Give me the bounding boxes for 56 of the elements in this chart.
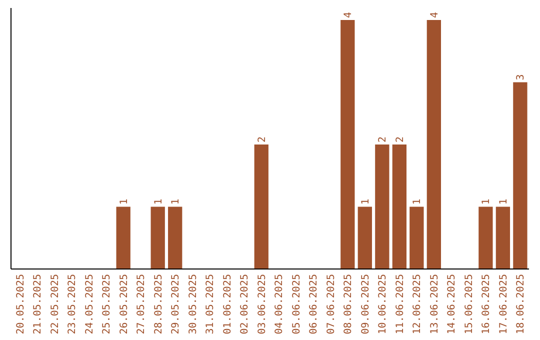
x-tick-label: 15.06.2025 — [464, 274, 475, 334]
x-tick-label: 03.06.2025 — [256, 274, 268, 334]
x-tick-label: 09.06.2025 — [360, 274, 372, 334]
x-tick-label: 17.06.2025 — [498, 274, 510, 334]
x-tick-label: 04.06.2025 — [274, 274, 286, 334]
data-label: 3 — [516, 74, 527, 80]
x-tick-label: 16.06.2025 — [481, 274, 492, 334]
x-tick-label: 29.05.2025 — [170, 274, 182, 334]
x-tick-label: 30.05.2025 — [188, 274, 199, 334]
x-tick-label: 26.05.2025 — [118, 274, 130, 334]
bar — [116, 206, 130, 269]
x-tick-label: 02.06.2025 — [240, 274, 251, 334]
x-tick-label: 08.06.2025 — [343, 274, 354, 334]
bar — [410, 206, 424, 269]
bar — [340, 20, 355, 269]
x-tick-label: 20.05.2025 — [15, 274, 26, 334]
x-tick-label: 12.06.2025 — [412, 274, 424, 334]
data-label: 4 — [429, 12, 440, 18]
bar — [496, 206, 510, 269]
bar — [426, 20, 441, 269]
x-tick-label: 13.06.2025 — [429, 274, 440, 334]
x-tick-label: 23.05.2025 — [67, 274, 78, 334]
bar — [478, 206, 493, 269]
data-label: 1 — [153, 198, 164, 205]
x-tick-label: 18.06.2025 — [516, 274, 527, 334]
x-tick-label: 27.05.2025 — [136, 274, 148, 334]
x-tick-label: 06.06.2025 — [308, 274, 320, 334]
bar — [513, 82, 528, 269]
x-tick-label: 28.05.2025 — [153, 274, 164, 334]
x-tick-label: 25.05.2025 — [102, 274, 113, 334]
data-label: 1 — [360, 198, 372, 205]
data-label: 2 — [378, 136, 389, 142]
data-label: 1 — [481, 198, 492, 205]
data-label: 1 — [170, 198, 182, 205]
bar — [254, 144, 268, 269]
x-tick-label: 14.06.2025 — [446, 274, 458, 334]
x-tick-label: 24.05.2025 — [84, 274, 96, 334]
data-label: 2 — [256, 136, 268, 142]
x-tick-label: 10.06.2025 — [378, 274, 389, 334]
bar — [392, 144, 406, 269]
x-tick-label: 11.06.2025 — [394, 274, 406, 334]
data-label: 1 — [118, 198, 130, 205]
data-label: 1 — [498, 198, 510, 205]
x-tick-label: 05.06.2025 — [291, 274, 302, 334]
x-tick-label: 22.05.2025 — [50, 274, 61, 334]
x-tick-label: 21.05.2025 — [32, 274, 44, 334]
x-tick-label: 07.06.2025 — [326, 274, 337, 334]
data-label: 1 — [412, 198, 424, 205]
bar — [150, 206, 165, 269]
data-label: 4 — [343, 12, 354, 18]
bar — [168, 206, 182, 269]
bar — [358, 206, 372, 269]
bar — [375, 144, 390, 269]
data-label: 2 — [394, 136, 406, 142]
x-tick-label: 31.05.2025 — [205, 274, 216, 334]
x-tick-label: 01.06.2025 — [222, 274, 234, 334]
